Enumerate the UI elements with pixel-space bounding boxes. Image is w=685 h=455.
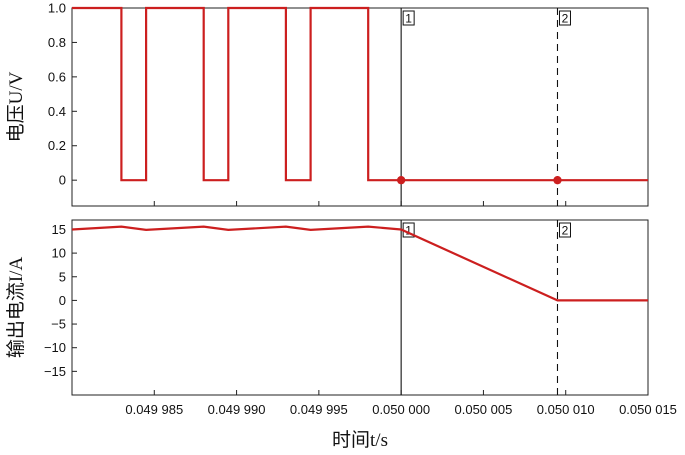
marker-box-1 (402, 10, 415, 26)
marker-label-2: 2 (562, 224, 569, 238)
y-tick-label: 0.2 (48, 138, 66, 153)
data-point-1 (553, 175, 562, 185)
plot-frame (71, 219, 649, 396)
x-tick-label: 0.049 990 (208, 402, 266, 417)
y-tick-label: −5 (51, 317, 66, 332)
voltage-chart: 0 0.2 0.4 0.6 0.8 1.0 电压U/V 1 2 (5, 1, 649, 207)
y-axis-title: 输出电流I/A (5, 257, 27, 359)
y-tick-label: 0.4 (48, 104, 66, 119)
y-axis-title: 电压U/V (5, 71, 27, 142)
y-tick-label: 0.8 (48, 35, 66, 50)
series-line-0 (72, 6, 648, 182)
y-tick-label: −15 (44, 364, 66, 379)
y-tick-label: 0 (59, 293, 66, 308)
y-tick-label: 15 (52, 222, 66, 237)
x-tick-label: 0.050 015 (619, 402, 677, 417)
series-line-0 (71, 225, 648, 302)
y-tick-label: −10 (44, 340, 66, 355)
x-tick-label: 0.049 995 (290, 402, 348, 417)
data-point-0 (396, 175, 406, 185)
marker-box-2 (558, 10, 571, 26)
x-tick-label: 0.050 005 (455, 402, 513, 417)
x-tick-label: 0.050 010 (537, 402, 595, 417)
marker-label-1: 1 (405, 12, 412, 26)
y-tick-label: 5 (59, 269, 66, 284)
x-axis-title: 时间t/s (332, 429, 388, 451)
marker-label-1: 1 (405, 224, 412, 238)
x-tick-label: 0.049 985 (125, 402, 183, 417)
current-chart: 15 10 5 0 −5 −10 −15 0.049 985 0.049 990 0.049 99… (5, 219, 677, 451)
y-tick-label: 0.6 (48, 69, 66, 84)
marker-box-2 (558, 222, 571, 238)
y-tick-label: 1.0 (48, 1, 66, 16)
marker-label-2: 2 (562, 12, 569, 26)
y-tick-label: 0 (59, 173, 66, 188)
y-tick-label: 10 (52, 246, 66, 261)
plot-frame (71, 7, 649, 207)
x-tick-label: 0.050 000 (372, 402, 430, 417)
